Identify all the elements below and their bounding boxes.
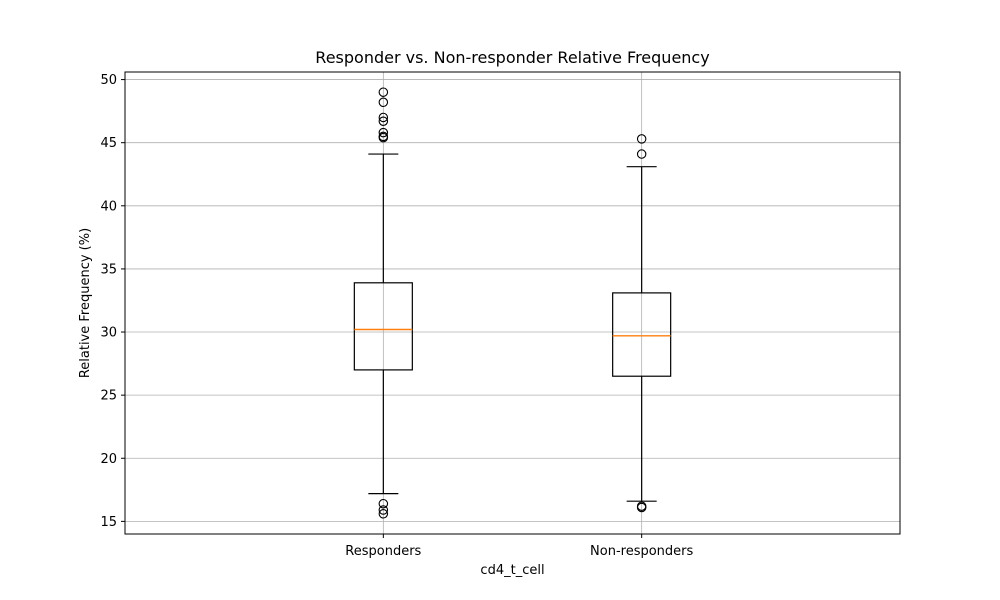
outlier-point (636, 501, 647, 511)
plot-frame (124, 71, 901, 535)
outlier-point (378, 509, 389, 519)
plot-area (353, 87, 672, 519)
box-responders (353, 87, 413, 519)
x-tick-label: Non-responders (590, 544, 693, 559)
iqr-box (353, 282, 413, 371)
grid-lines (125, 72, 900, 534)
outlier-point (378, 127, 389, 138)
axes: 15 20 25 30 35 40 45 50 Responders Non-responders (100, 73, 693, 559)
y-axis-label: Relative Frequency (%) (78, 228, 93, 378)
outlier-point (378, 116, 389, 126)
x-tick-label: Responders (345, 544, 421, 559)
outlier-point (378, 97, 389, 108)
y-tick-label: 35 (100, 262, 117, 277)
outlier-point (378, 87, 389, 97)
outlier-point (636, 149, 647, 159)
y-tick-label: 50 (100, 73, 117, 88)
box-non-responders (612, 134, 672, 513)
outlier-point (378, 505, 389, 515)
y-tick-label: 15 (100, 515, 117, 530)
iqr-box (612, 292, 672, 377)
x-axis-label: cd4_t_cell (480, 563, 544, 578)
outlier-point (378, 131, 389, 142)
outlier-point (636, 134, 647, 144)
y-tick-label: 30 (100, 326, 117, 341)
chart-title: Responder vs. Non-responder Relative Fre… (315, 48, 709, 67)
y-tick-label: 25 (100, 389, 117, 404)
outlier-point (378, 112, 389, 123)
y-tick-label: 40 (100, 199, 117, 214)
y-tick-label: 45 (100, 136, 117, 151)
y-tick-label: 20 (100, 452, 117, 467)
outlier-point (378, 498, 389, 509)
